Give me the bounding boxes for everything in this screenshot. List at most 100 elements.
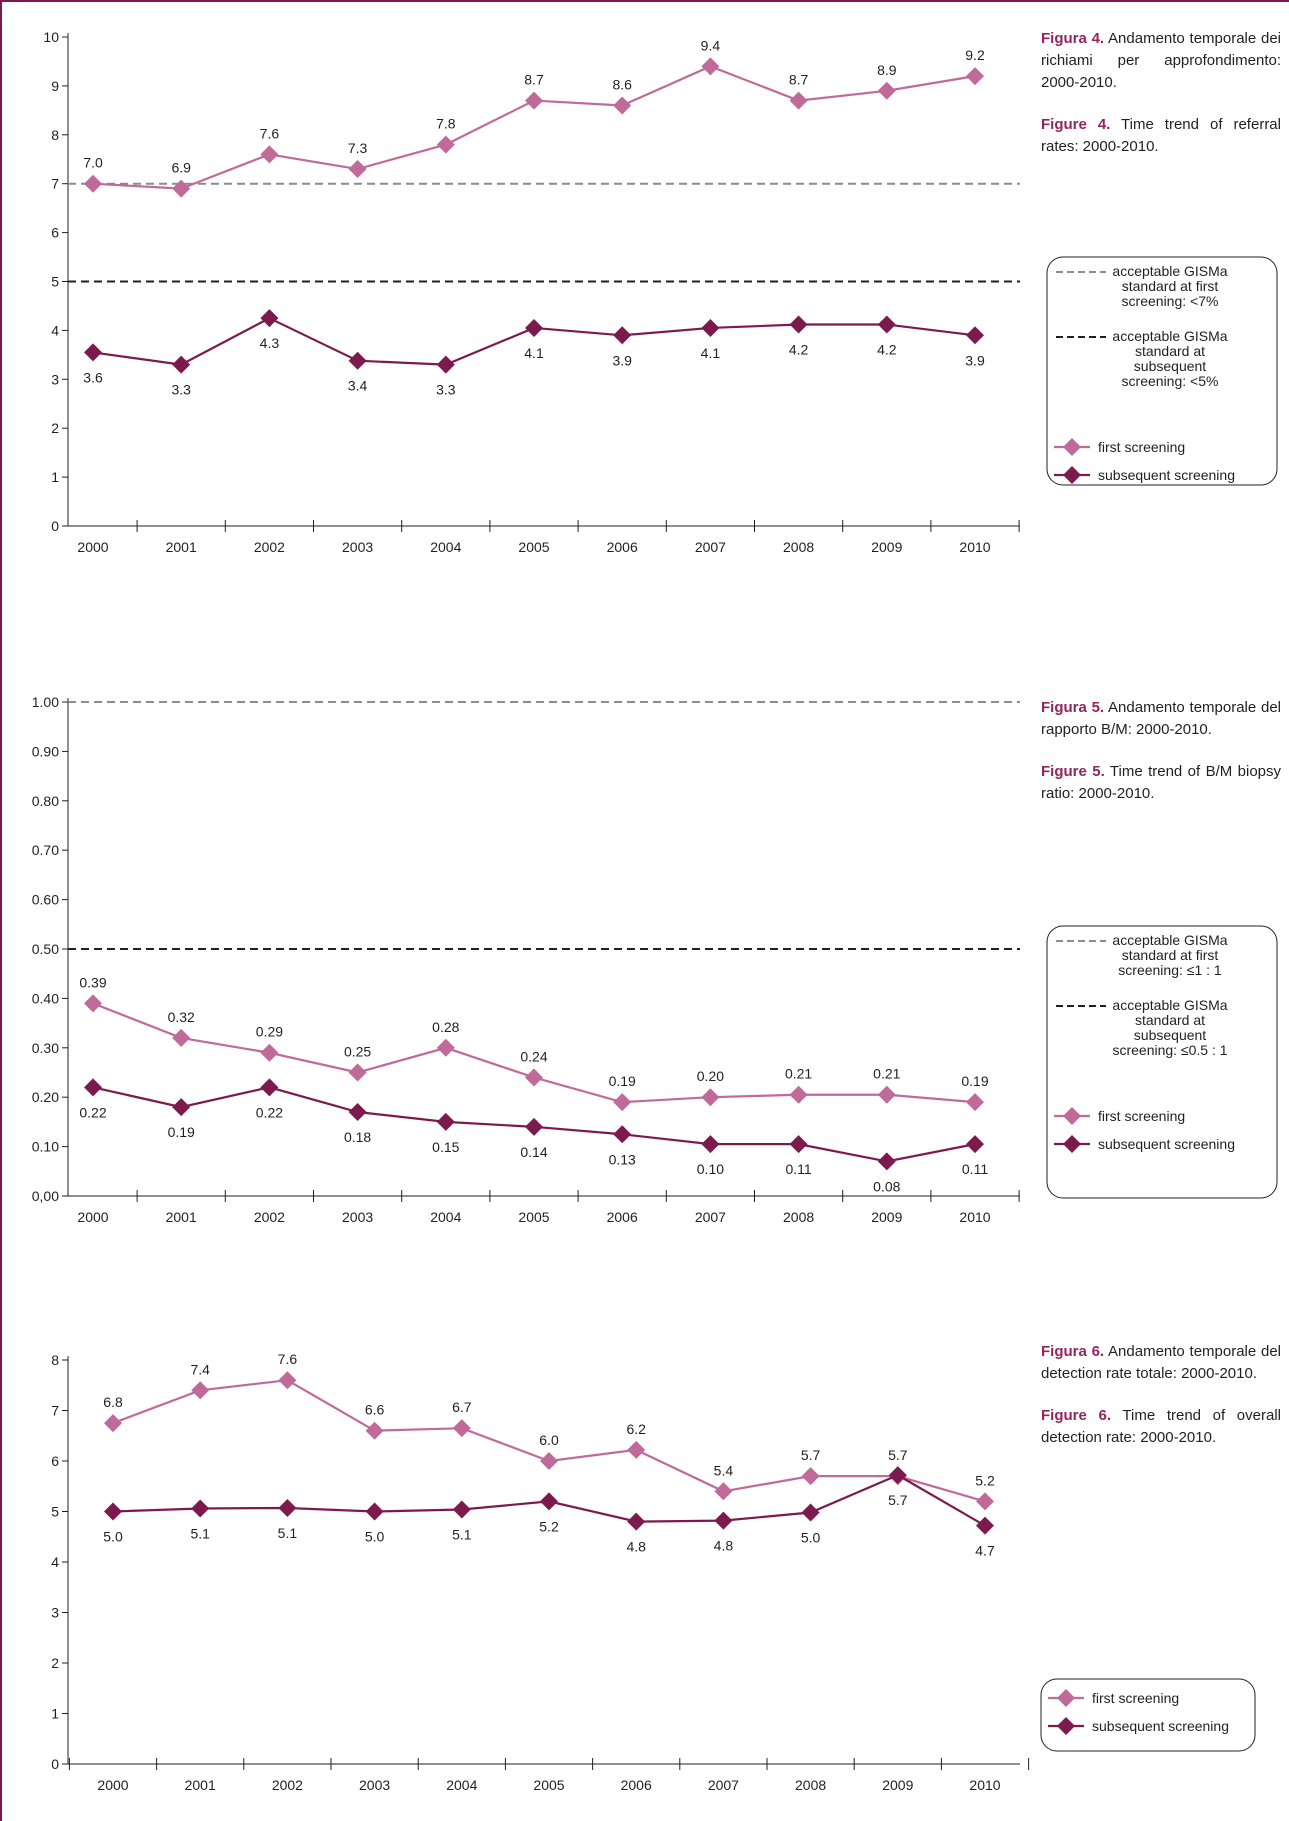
y-tick-label: 2 [51, 420, 59, 436]
data-label-first-screening: 6.9 [171, 160, 191, 176]
data-label-subsequent-screening: 0.11 [785, 1161, 811, 1177]
data-point-subsequent-screening [365, 1502, 384, 1521]
data-label-subsequent-screening: 3.3 [436, 382, 456, 398]
data-point-subsequent-screening [966, 326, 984, 345]
data-label-first-screening: 6.8 [103, 1394, 123, 1410]
data-point-subsequent-screening [976, 1516, 994, 1535]
data-label-subsequent-screening: 0.11 [962, 1161, 988, 1177]
y-tick-label: 7 [51, 176, 59, 192]
data-label-subsequent-screening: 0.15 [432, 1139, 459, 1155]
data-point-first-screening [540, 1452, 558, 1470]
data-point-first-screening [789, 1085, 808, 1104]
data-point-subsequent-screening [436, 1112, 455, 1131]
x-tick-label: 2004 [430, 539, 461, 555]
data-label-subsequent-screening: 0.22 [79, 1104, 106, 1120]
x-tick-label: 2006 [607, 539, 638, 555]
data-point-subsequent-screening [627, 1512, 646, 1531]
legend-figure-5: acceptable GISMa standard at first screeni… [1046, 925, 1278, 1199]
legend-box [1040, 1678, 1256, 1752]
legend-box [1046, 925, 1278, 1199]
data-label-first-screening: 6.2 [626, 1421, 646, 1437]
data-point-first-screening [976, 1492, 994, 1511]
legend-label-standard: standard at first [1122, 947, 1219, 963]
data-point-first-screening [365, 1421, 384, 1440]
data-label-first-screening: 6.0 [539, 1432, 559, 1448]
data-point-first-screening [348, 1063, 367, 1082]
data-point-subsequent-screening [260, 1078, 279, 1097]
data-label-subsequent-screening: 4.1 [701, 345, 721, 361]
data-label-first-screening: 7.8 [436, 116, 456, 132]
data-point-first-screening [613, 96, 632, 115]
data-label-subsequent-screening: 5.0 [365, 1529, 385, 1545]
data-label-first-screening: 6.6 [365, 1402, 385, 1418]
x-tick-label: 2003 [342, 539, 373, 555]
data-label-subsequent-screening: 0.08 [873, 1178, 900, 1194]
data-label-subsequent-screening: 0.14 [520, 1144, 547, 1160]
data-label-subsequent-screening: 5.0 [103, 1529, 123, 1545]
data-label-first-screening: 0.39 [79, 974, 106, 990]
data-point-subsequent-screening [348, 1103, 367, 1122]
data-label-first-screening: 0.20 [697, 1068, 724, 1084]
data-point-first-screening [613, 1093, 632, 1112]
x-tick-label: 2010 [969, 1777, 1000, 1793]
data-label-subsequent-screening: 3.6 [83, 369, 103, 385]
x-tick-label: 2005 [533, 1777, 564, 1793]
data-point-first-screening [627, 1440, 646, 1459]
x-tick-label: 2007 [695, 1209, 726, 1225]
data-label-subsequent-screening: 5.1 [190, 1525, 210, 1541]
data-label-first-screening: 0.24 [520, 1048, 547, 1064]
data-label-subsequent-screening: 5.0 [801, 1530, 821, 1546]
x-tick-label: 2006 [607, 1209, 638, 1225]
legend-label-standard: acceptable GISMa [1112, 997, 1227, 1013]
legend-label-standard: screening: ≤0.5 : 1 [1112, 1042, 1227, 1058]
x-tick-label: 2007 [708, 1777, 739, 1793]
legend-label-subsequent-screening: subsequent screening [1098, 1136, 1235, 1152]
x-tick-label: 2010 [959, 1209, 990, 1225]
data-point-first-screening [525, 91, 543, 110]
data-label-subsequent-screening: 5.1 [278, 1525, 298, 1541]
y-tick-label: 0.80 [32, 793, 59, 809]
y-tick-label: 9 [51, 78, 59, 94]
data-point-subsequent-screening [191, 1499, 210, 1518]
data-point-first-screening [348, 160, 367, 179]
x-tick-label: 2000 [97, 1777, 128, 1793]
frame-border-top [0, 0, 1289, 2]
data-point-first-screening [714, 1482, 733, 1501]
data-point-subsequent-screening [172, 355, 191, 374]
data-point-first-screening [436, 135, 455, 154]
frame-border-left [0, 0, 2, 1821]
data-label-subsequent-screening: 4.1 [524, 345, 544, 361]
x-tick-label: 2009 [871, 539, 902, 555]
y-tick-label: 1 [51, 1706, 59, 1722]
data-point-first-screening [260, 1043, 279, 1062]
data-point-subsequent-screening [525, 318, 543, 337]
data-point-first-screening [260, 145, 279, 164]
data-point-first-screening [966, 1093, 984, 1112]
y-tick-label: 4 [51, 322, 59, 338]
data-point-first-screening [436, 1038, 455, 1057]
data-label-first-screening: 7.6 [260, 125, 280, 141]
caption-italian: Figura 6. Andamento temporale del detect… [1041, 1343, 1282, 1382]
data-point-subsequent-screening [525, 1117, 543, 1136]
legend-label-first-screening: first screening [1092, 1690, 1179, 1706]
y-tick-label: 1.00 [32, 694, 59, 710]
data-label-subsequent-screening: 4.8 [714, 1538, 734, 1554]
data-label-subsequent-screening: 4.3 [260, 335, 280, 351]
data-label-first-screening: 9.4 [701, 37, 721, 53]
data-label-first-screening: 0.32 [168, 1009, 195, 1025]
x-tick-label: 2004 [430, 1209, 461, 1225]
legend-label-standard: screening: <5% [1122, 373, 1219, 389]
x-tick-label: 2002 [254, 1209, 285, 1225]
legend-swatch-marker-first-screening [1063, 1107, 1081, 1125]
legend-label-standard: screening: <7% [1122, 293, 1219, 309]
data-label-first-screening: 0.19 [961, 1073, 988, 1089]
data-label-first-screening: 7.6 [278, 1351, 298, 1367]
y-tick-label: 5 [51, 1504, 59, 1520]
x-tick-label: 2003 [359, 1777, 390, 1793]
data-label-subsequent-screening: 5.1 [452, 1526, 472, 1542]
data-point-subsequent-screening [540, 1492, 558, 1511]
y-tick-label: 0 [51, 518, 59, 534]
data-point-subsequent-screening [172, 1098, 191, 1117]
data-point-first-screening [84, 174, 102, 193]
